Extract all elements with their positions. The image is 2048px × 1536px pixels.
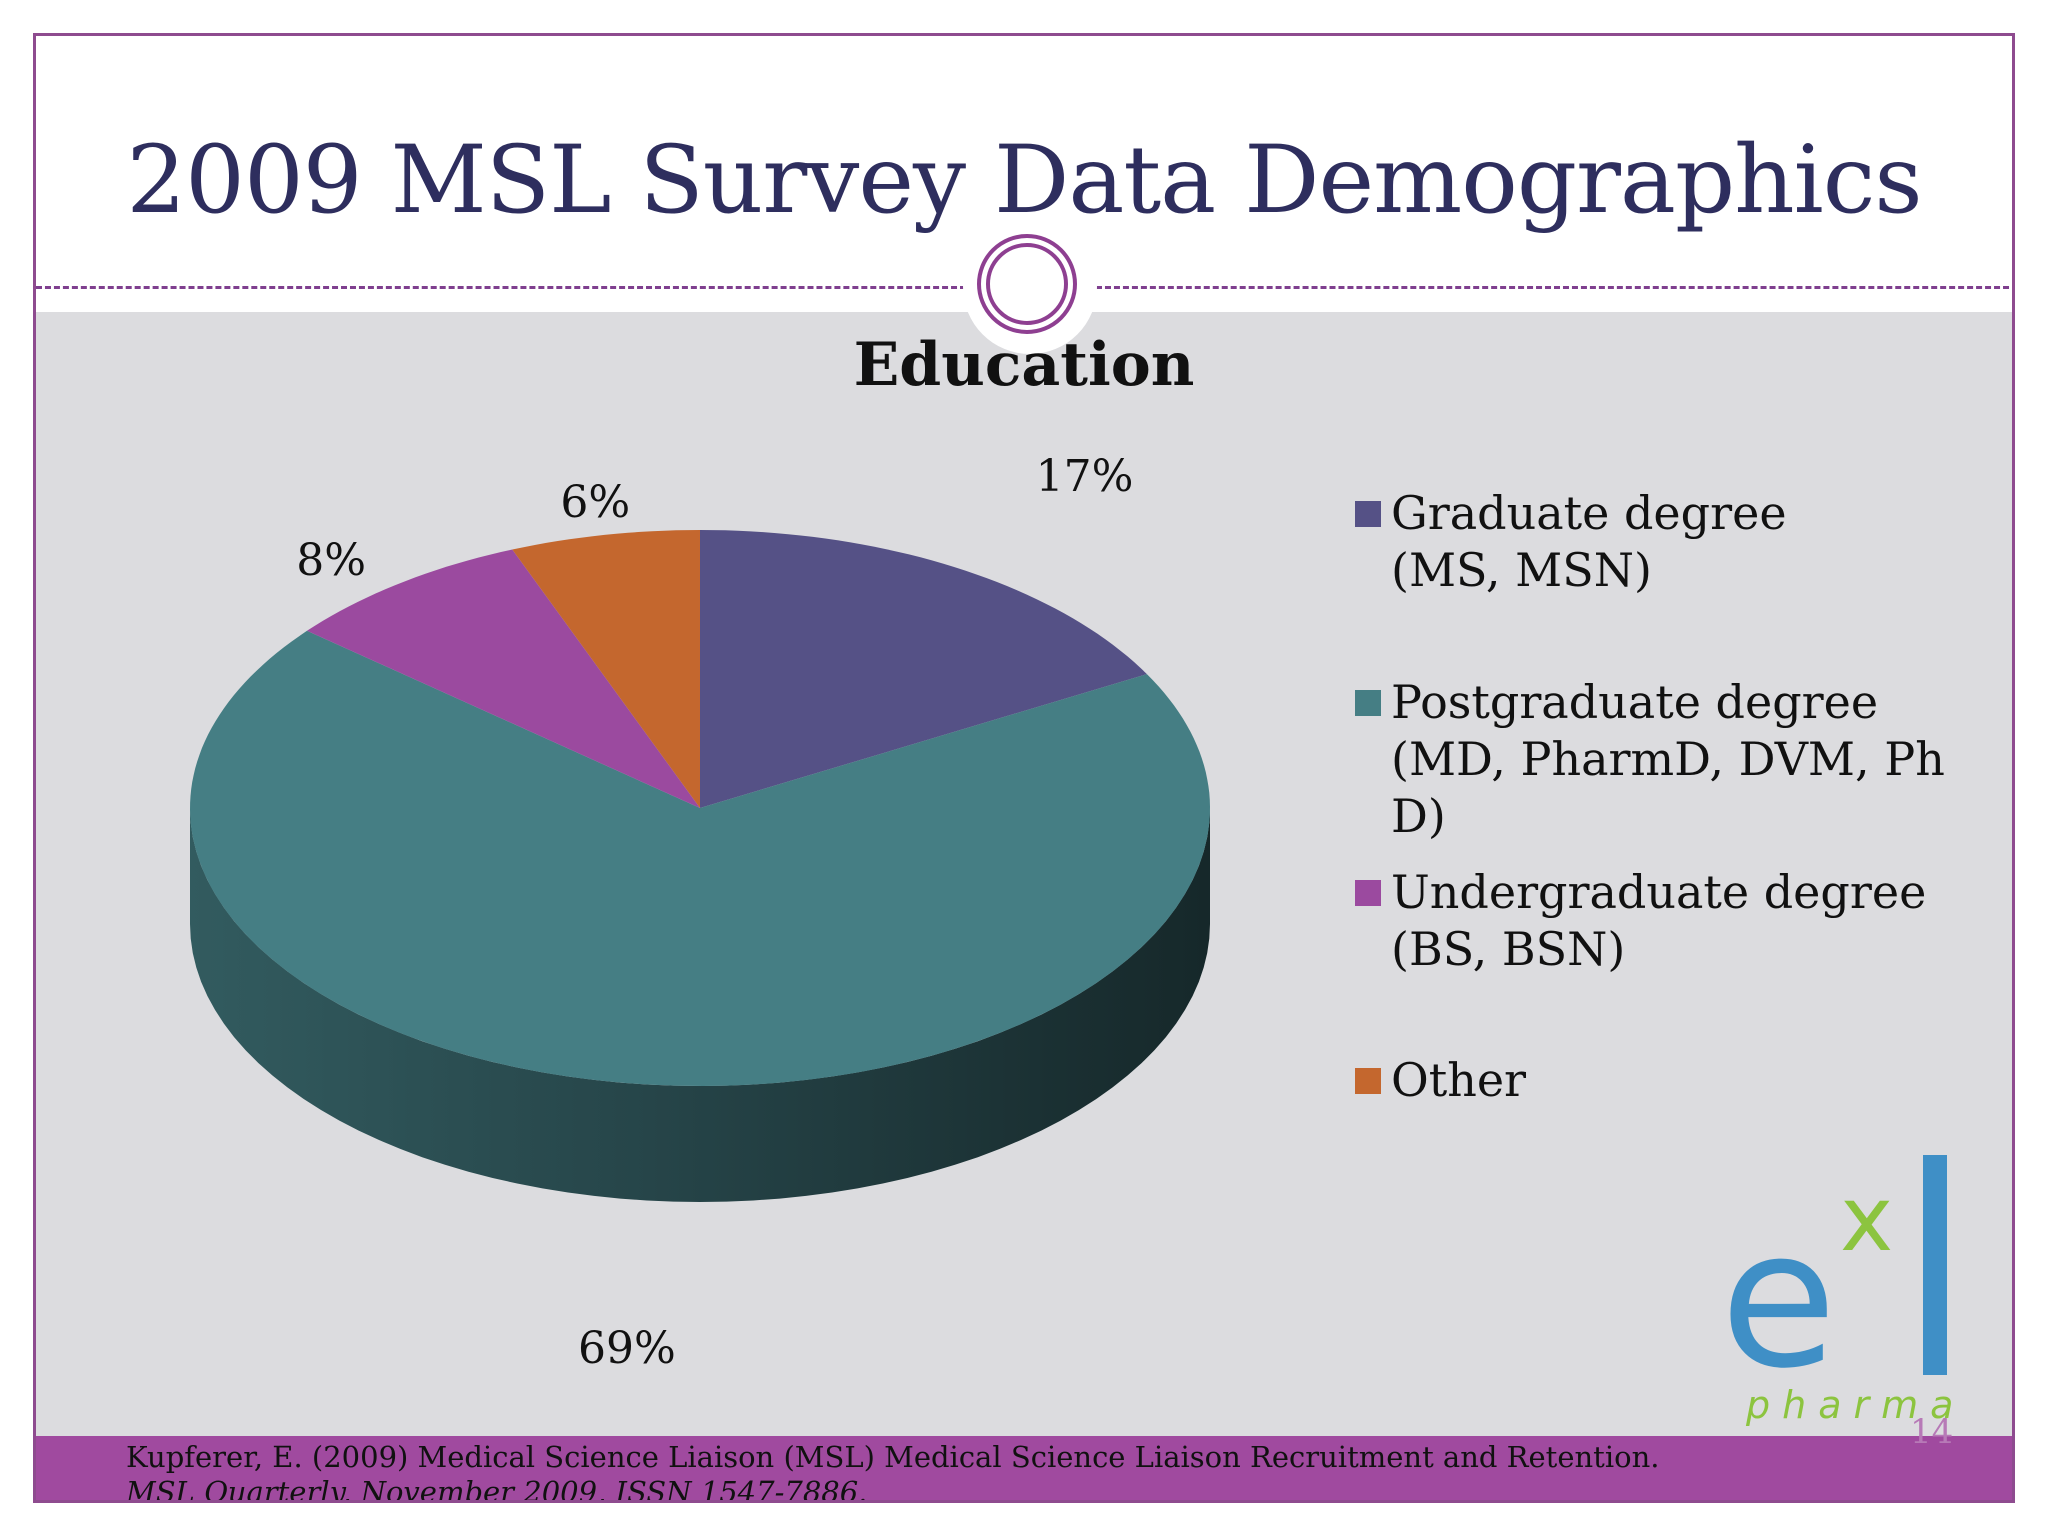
legend-label: Graduate degree (MS, MSN): [1391, 486, 1787, 597]
pie-slice-4: [512, 530, 700, 808]
footer-bar: Kupferer, E. (2009) Medical Science Liai…: [36, 1436, 2012, 1503]
data-label-1: 17%: [1035, 450, 1134, 502]
data-label-3: 8%: [296, 535, 367, 587]
logo-x: x: [1840, 1167, 1894, 1272]
logo-l-bar: [1923, 1155, 1947, 1375]
legend-label: Postgraduate degree (MD, PharmD, DVM, Ph…: [1391, 675, 1945, 843]
logo-e: e: [1720, 1189, 1837, 1410]
legend-swatch: [1355, 501, 1381, 527]
title-divider-right: [1096, 286, 2012, 289]
circle-ornament-icon: [963, 220, 1097, 354]
citation-journal: MSL Quarterly, November 2009, ISSN 1547-…: [126, 1475, 868, 1503]
title-divider-left: [36, 286, 966, 289]
ornament-inner-ring: [986, 243, 1068, 325]
data-label-4: 6%: [560, 476, 631, 528]
page-number: 14: [1910, 1412, 1954, 1452]
chart-title: Education: [853, 330, 1195, 400]
citation: Kupferer, E. (2009) Medical Science Liai…: [126, 1440, 1726, 1503]
legend-swatch: [1355, 1068, 1381, 1094]
exl-pharma-logo: e x pharma: [1710, 1155, 1970, 1435]
citation-text: Kupferer, E. (2009) Medical Science Liai…: [126, 1440, 1660, 1474]
legend-swatch: [1355, 690, 1381, 716]
legend-label: Undergraduate degree (BS, BSN): [1391, 865, 1927, 976]
pie-slice-2: [190, 630, 1210, 1086]
pie-slice-1: [700, 530, 1147, 808]
legend-swatch: [1355, 880, 1381, 906]
pie-slice-3: [307, 549, 700, 808]
slide-title: 2009 MSL Survey Data Demographics: [126, 126, 1922, 235]
pie-side-2: [190, 808, 1210, 1202]
legend-label: Other: [1391, 1053, 1527, 1107]
slide: 2009 MSL Survey Data Demographics Kupfer…: [33, 33, 2015, 1503]
ornament-outer-ring: [977, 234, 1077, 334]
logo-pharma: pharma: [1746, 1383, 1966, 1427]
data-label-2: 69%: [578, 1322, 676, 1374]
